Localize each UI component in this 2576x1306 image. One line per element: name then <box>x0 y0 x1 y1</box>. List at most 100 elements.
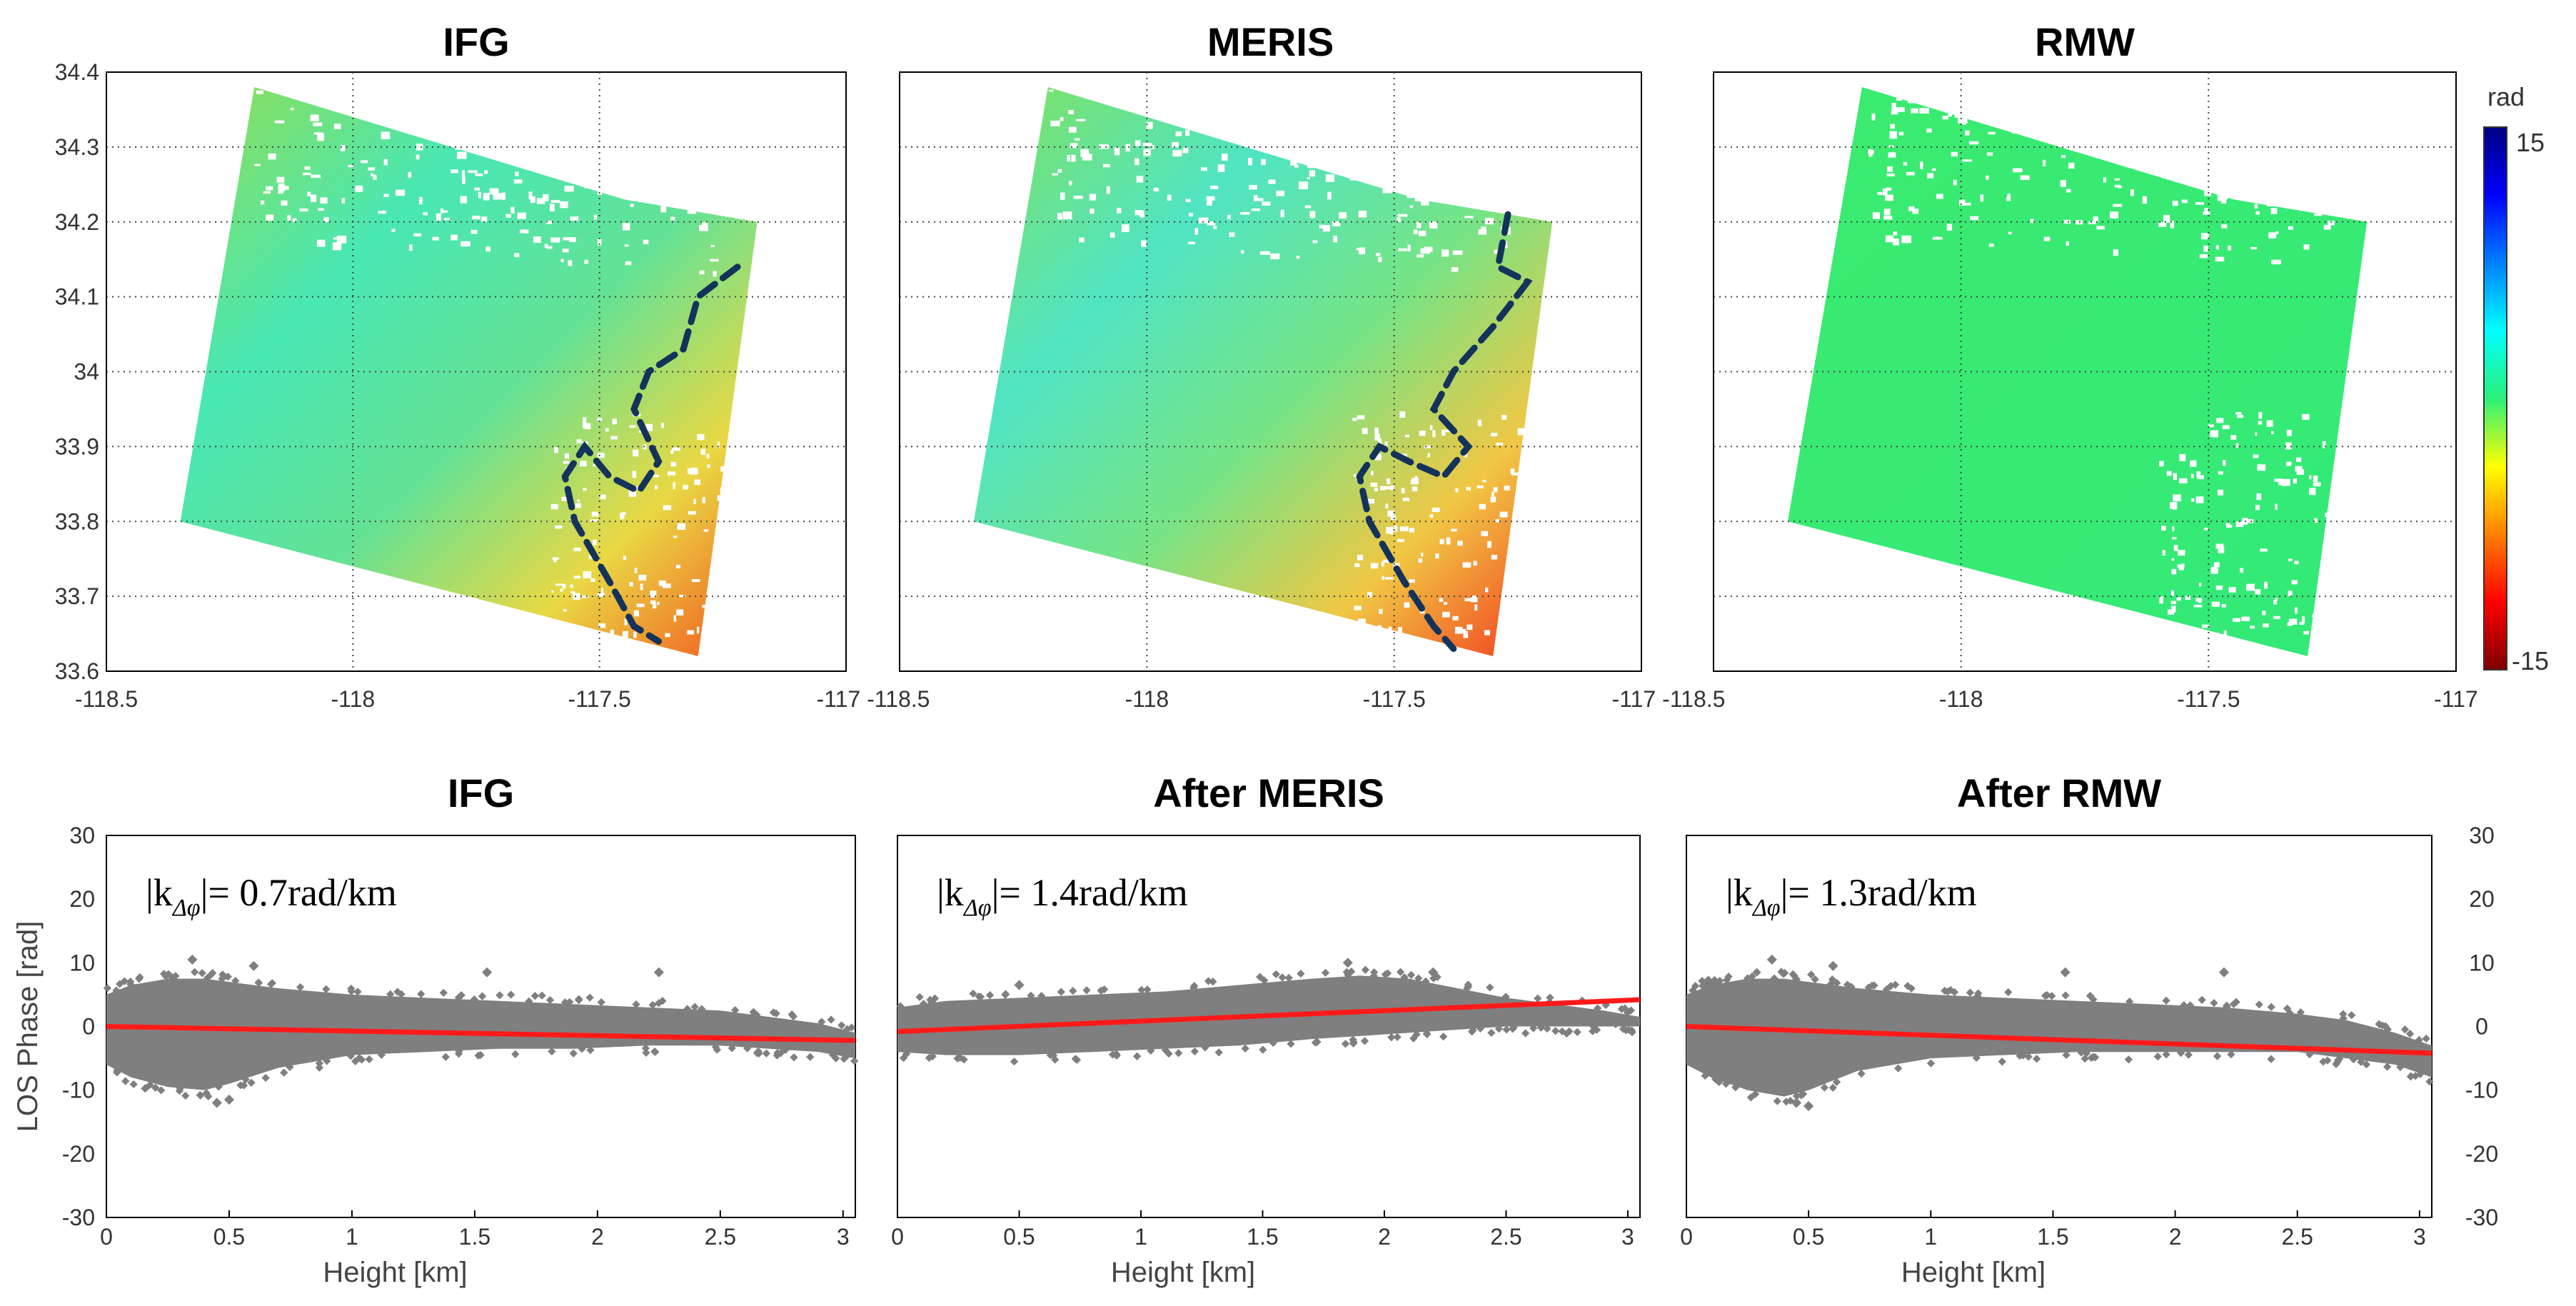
x-axis-label: Height [km] <box>1111 1257 1255 1288</box>
scatter-point <box>397 990 406 998</box>
map-y-tick: 34 <box>74 359 99 385</box>
x-tick-label: 1 <box>346 1224 358 1250</box>
chart-title: After RMW <box>1957 770 2161 815</box>
scatter-point <box>1097 986 1105 995</box>
scatter-point <box>960 1055 968 1064</box>
scatter-point <box>1558 1027 1566 1036</box>
scatter-point <box>157 1086 166 1095</box>
scatter-point <box>690 1003 699 1011</box>
scatter-point <box>2048 992 2056 1000</box>
scatter-point <box>1201 1043 1209 1052</box>
x-tick-label: 3 <box>1621 1224 1634 1250</box>
scatter-point <box>1072 1055 1082 1064</box>
scatter-point <box>586 1045 595 1055</box>
scatter-point <box>241 1075 250 1084</box>
scatter-point <box>1721 1080 1731 1088</box>
map-y-tick: 34.2 <box>55 209 99 235</box>
scatter-point <box>1621 1004 1629 1013</box>
scatter-point <box>773 1048 782 1058</box>
scatter-point <box>1833 978 1841 988</box>
scatter-point <box>1534 994 1542 1003</box>
slope-annotation: |kΔφ|= 1.4rad/km <box>937 871 1188 921</box>
scatter-point <box>651 1048 660 1056</box>
scatter-point <box>1272 970 1280 979</box>
scatter-point <box>597 998 605 1007</box>
x-tick-label: 1.5 <box>459 1224 490 1250</box>
scatter-outlier <box>187 954 198 965</box>
scatter-point <box>2018 1051 2028 1060</box>
map-x-tick: -118 <box>1125 686 1169 712</box>
scatter-point <box>1463 984 1471 993</box>
scatter-point <box>1311 1038 1320 1047</box>
scatter-point <box>842 1025 852 1034</box>
scatter-point <box>1565 1027 1574 1036</box>
scatter-point <box>2186 1001 2195 1010</box>
slope-annotation: |kΔφ|= 0.7rad/km <box>146 871 397 921</box>
scatter-point <box>1797 1091 1806 1100</box>
x-tick-label: 3 <box>837 1224 850 1250</box>
scatter-point <box>548 1047 556 1056</box>
scatter-outlier <box>248 960 259 971</box>
scatter-point <box>2227 1050 2235 1059</box>
scatter-point <box>1387 1033 1396 1042</box>
scatter-point <box>1941 986 1949 995</box>
x-tick-label: 1 <box>1924 1224 1937 1250</box>
scatter-point <box>208 968 217 978</box>
scatter-outlier <box>223 1094 235 1105</box>
scatter-point <box>1864 983 1873 992</box>
x-tick-label: 0.5 <box>1793 1224 1824 1250</box>
scatter-point <box>1716 977 1724 985</box>
scatter-point <box>1278 973 1287 982</box>
scatter-point <box>840 1055 848 1063</box>
y-tick-label: 30 <box>2469 823 2495 848</box>
colorbar: rad 15 -15 <box>2483 82 2549 675</box>
scatter-point <box>315 1063 324 1072</box>
scatter-point <box>769 1008 778 1017</box>
scatter-panel-2: After MERIS |kΔφ|= 1.4rad/km 0 0.5 1 1.5 2 2.5 3… <box>891 770 1641 1288</box>
scatter-point <box>1529 1024 1538 1033</box>
scatter-point <box>915 993 924 1002</box>
x-tick-label: 1 <box>1134 1224 1147 1250</box>
scatter-point <box>1259 1045 1267 1054</box>
scatter-point <box>1423 1030 1432 1039</box>
scatter-point <box>121 1077 130 1085</box>
scatter-point <box>896 1002 905 1010</box>
y-tick-label: -30 <box>62 1205 95 1230</box>
scatter-point <box>1857 1069 1866 1078</box>
x-tick-label: 1.5 <box>2037 1224 2068 1250</box>
scatter-outlier <box>653 967 664 978</box>
scatter-point <box>731 1005 740 1015</box>
scatter-point <box>1400 973 1409 982</box>
scatter-point <box>386 990 395 999</box>
scatter-point <box>2062 1050 2071 1060</box>
scatter-point <box>683 1005 692 1013</box>
scatter-point <box>439 988 448 998</box>
map-title: RMW <box>2035 19 2135 64</box>
y-tick-label: 10 <box>2469 950 2495 975</box>
scatter-point <box>530 992 540 1000</box>
scatter-point <box>1174 1049 1183 1058</box>
scatter-point <box>1469 1026 1477 1035</box>
scatter-point <box>1521 1029 1530 1038</box>
scatter-point <box>569 1049 578 1058</box>
scatter-point <box>2335 1055 2344 1063</box>
scatter-point <box>2091 1053 2100 1062</box>
scatter-point <box>164 970 173 978</box>
scatter-points <box>1689 954 2434 1112</box>
map-x-tick: -117.5 <box>568 686 630 712</box>
scatter-point <box>525 997 533 1006</box>
map-y-tick: 34.3 <box>55 134 99 160</box>
scatter-point <box>2032 1055 2041 1063</box>
scatter-point <box>632 1000 640 1009</box>
scatter-point <box>2198 995 2206 1004</box>
dashed-boundary-line <box>1356 211 1533 652</box>
map-x-tick: -117.5 <box>1362 686 1425 712</box>
scatter-point <box>196 1091 204 1100</box>
scatter-point <box>827 1015 835 1024</box>
scatter-point <box>781 1045 790 1054</box>
scatter-point <box>1807 970 1816 979</box>
scatter-point <box>478 992 487 1000</box>
scatter-point <box>1082 986 1091 995</box>
scatter-points <box>103 954 859 1108</box>
scatter-point <box>476 1050 485 1060</box>
